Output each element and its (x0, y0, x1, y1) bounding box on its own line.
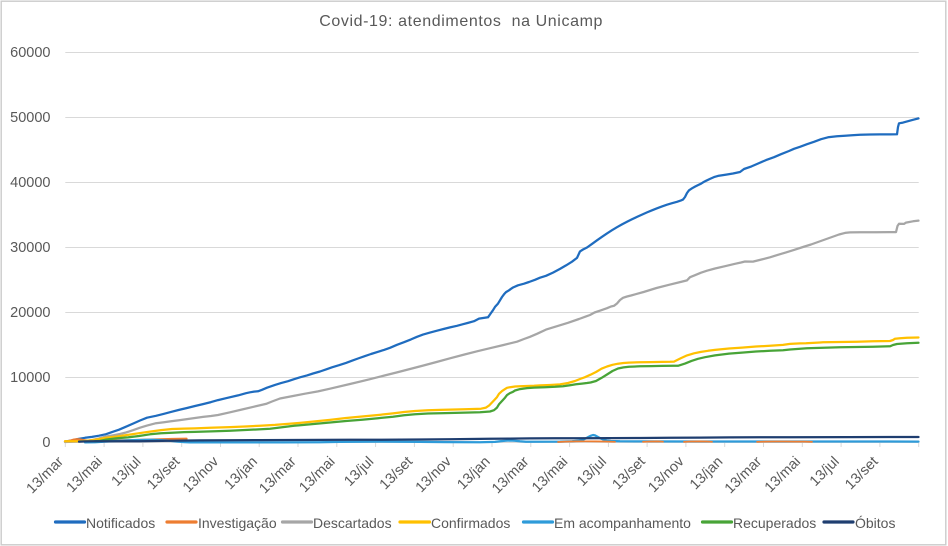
svg-text:Notificados: Notificados (86, 515, 155, 531)
svg-text:30000: 30000 (10, 240, 50, 256)
svg-text:0: 0 (42, 435, 50, 451)
svg-text:50000: 50000 (10, 110, 50, 126)
svg-text:20000: 20000 (10, 305, 50, 321)
svg-text:10000: 10000 (10, 370, 50, 386)
svg-text:40000: 40000 (10, 175, 50, 191)
svg-text:Confirmados: Confirmados (431, 515, 510, 531)
svg-text:Covid-19: atendimentos na Uni: Covid-19: atendimentos na Unicamp (319, 13, 602, 30)
svg-text:Óbitos: Óbitos (855, 515, 895, 531)
svg-text:Descartados: Descartados (313, 515, 392, 531)
svg-text:Em acompanhamento: Em acompanhamento (554, 515, 691, 531)
svg-text:Investigação: Investigação (198, 515, 277, 531)
svg-text:Recuperados: Recuperados (733, 515, 816, 531)
svg-text:60000: 60000 (10, 45, 50, 61)
